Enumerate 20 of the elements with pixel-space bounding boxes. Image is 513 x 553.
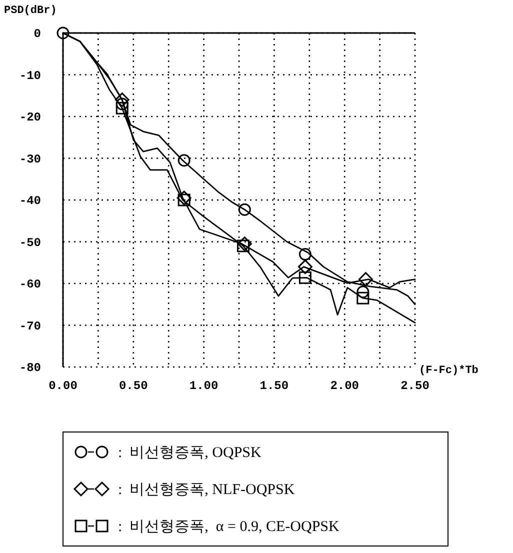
y-tick-label: -70 [19,319,41,334]
y-tick-label: -50 [19,236,41,250]
y-axis-title: PSD(dBr) [4,5,57,17]
y-tick-label: -60 [19,278,41,292]
legend-label: : 비선형증폭, NLF-OQPSK [118,482,295,498]
x-tick-label: 2.00 [330,379,360,393]
x-axis-title: (F-Fc)*Tb [419,365,479,377]
y-tick-label: -20 [19,110,41,124]
x-tick-label: 0.50 [118,379,148,393]
x-tick-label: 0.00 [48,379,78,393]
legend-label: : 비선형증폭, α = 0.9, CE-OQPSK [118,519,340,535]
y-tick-label: -80 [19,361,41,375]
y-tick-label: 0 [34,27,41,41]
x-tick-label: 1.00 [189,379,218,393]
y-tick-label: -40 [19,194,41,208]
y-tick-label: -30 [19,152,41,166]
x-tick-label: 1.50 [260,379,289,393]
y-tick-label: -10 [19,68,41,83]
legend-label: : 비선형증폭, OQPSK [118,445,262,461]
x-tick-label: 2.50 [400,379,430,393]
